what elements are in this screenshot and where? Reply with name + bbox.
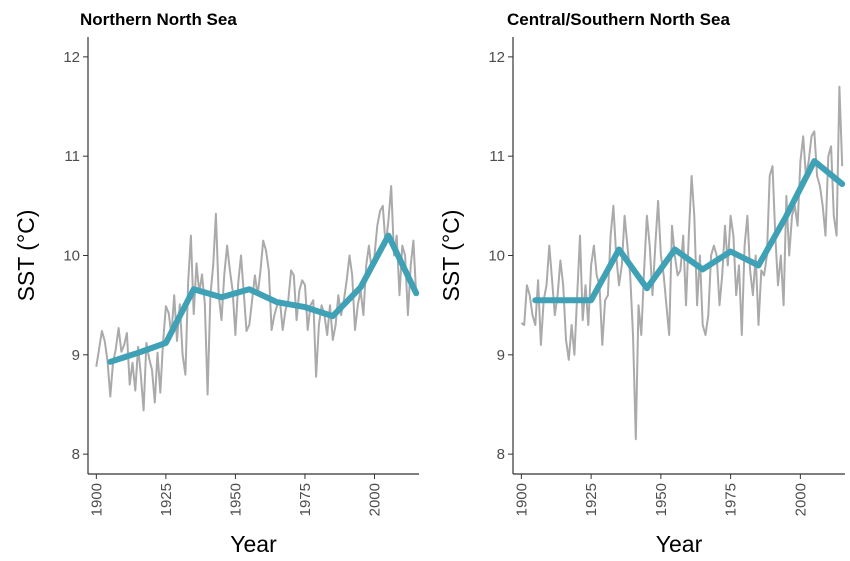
- x-tick-label: 1925: [583, 483, 600, 516]
- y-tick-label: 9: [72, 347, 80, 364]
- y-axis-title: SST (°C): [13, 210, 39, 302]
- y-tick-label: 8: [72, 446, 80, 463]
- x-tick-label: 1975: [723, 483, 740, 516]
- chart-panel-2: Central/Southern North Sea 8 9 10 11 12 1900 19…: [438, 10, 846, 557]
- x-axis-title: Year: [656, 531, 703, 557]
- x-tick-label: 2000: [792, 483, 809, 516]
- y-tick-label: 10: [488, 248, 505, 265]
- annual-sst-line: [95, 185, 418, 412]
- y-tick-label: 8: [497, 446, 505, 463]
- x-tick-label: 1950: [653, 483, 670, 516]
- y-tick-label: 12: [488, 49, 505, 66]
- y-tick-label: 12: [63, 49, 80, 66]
- x-axis-title: Year: [230, 531, 277, 557]
- y-tick-label: 11: [64, 148, 80, 165]
- x-tick-label: 2000: [366, 483, 383, 516]
- x-tick-label: 1900: [513, 483, 530, 516]
- annual-sst-line: [520, 85, 844, 441]
- y-axis-title: SST (°C): [438, 210, 464, 302]
- chart-title: Central/Southern North Sea: [507, 10, 730, 29]
- decadal-mean-line: [107, 232, 420, 365]
- decadal-mean-line: [532, 158, 846, 304]
- y-tick-label: 9: [497, 347, 505, 364]
- y-tick-label: 11: [489, 148, 505, 165]
- y-tick-label: 10: [63, 248, 80, 265]
- chart-title: Northern North Sea: [80, 10, 237, 29]
- chart-panel-1: Northern North Sea 8 9 10 11 12 1900 1925 1950 19…: [13, 10, 420, 557]
- x-tick-label: 1975: [297, 483, 314, 516]
- x-tick-label: 1925: [158, 483, 175, 516]
- x-tick-label: 1950: [227, 483, 244, 516]
- x-tick-label: 1900: [88, 483, 105, 516]
